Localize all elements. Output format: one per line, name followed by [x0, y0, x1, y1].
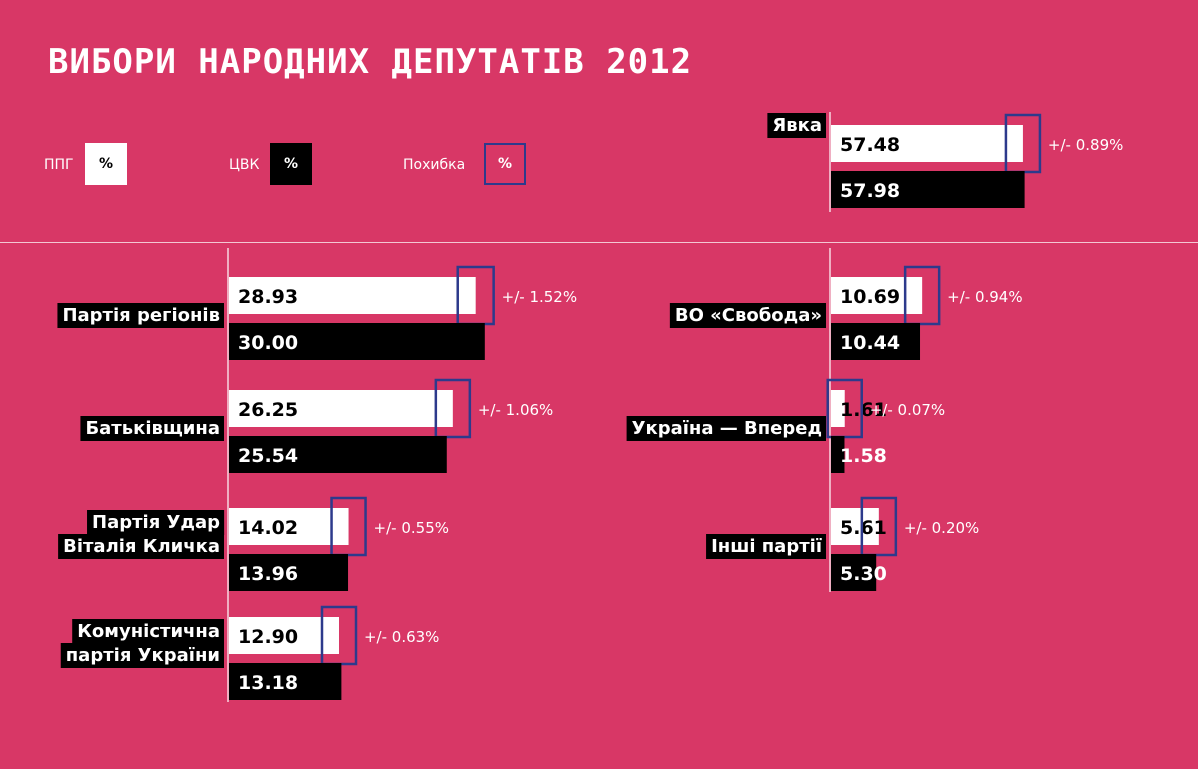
error-label-во-свобода: +/- 0.94% [947, 288, 1022, 306]
value-label-ppg-партія-удар-віталія-кличка: 14.02 [238, 517, 298, 539]
legend-label-error: Похибка [403, 157, 466, 173]
error-label-явка: +/- 0.89% [1048, 136, 1123, 154]
category-label-батьківщина: Батьківщина [85, 418, 220, 439]
category-label-bg-партія-удар-віталія-кличка-1 [87, 510, 225, 535]
error-label-комуністична-партія-україни: +/- 0.63% [364, 628, 439, 646]
category-label-комуністична-партія-україни-line-2: партія України [66, 645, 220, 666]
error-label-україна-вперед: +/- 0.07% [870, 401, 945, 419]
value-label-ppg-комуністична-партія-україни: 12.90 [238, 626, 298, 648]
category-label-комуністична-партія-україни-line-1: Комуністична [77, 621, 220, 642]
bar-cvk-партія-регіонів [229, 323, 485, 360]
legend-swatch-ppg: % [85, 143, 127, 185]
category-label-bg-батьківщина-1 [80, 416, 224, 441]
value-label-ppg-батьківщина: 26.25 [238, 399, 298, 421]
error-label-інші-партії: +/- 0.20% [904, 519, 979, 537]
error-box-во-свобода [903, 265, 941, 326]
category-label-bg-партія-удар-віталія-кличка-2 [58, 534, 224, 559]
value-label-ppg-україна-вперед: 1.61 [840, 399, 887, 421]
bar-cvk-комуністична-партія-україни [229, 663, 342, 700]
value-label-cvk-партія-регіонів: 30.00 [238, 332, 298, 354]
value-label-cvk-явка: 57.98 [840, 180, 900, 202]
error-box-інші-партії [860, 496, 898, 557]
category-label-bg-україна-вперед-1 [626, 416, 826, 441]
value-label-cvk-во-свобода: 10.44 [840, 332, 900, 354]
bar-ppg-батьківщина [229, 390, 453, 427]
bar-ppg-партія-удар-віталія-кличка [229, 508, 349, 545]
error-box-батьківщина [434, 378, 472, 439]
category-label-bg-інші-партії-1 [706, 534, 826, 559]
category-label-bg-во-свобода-1 [669, 303, 826, 328]
bar-ppg-інші-партії [831, 508, 879, 545]
bar-cvk-інші-партії [831, 554, 877, 591]
value-label-cvk-інші-партії: 5.30 [840, 563, 887, 585]
category-label-партія-удар-віталія-кличка-line-2: Віталія Кличка [63, 536, 220, 557]
legend-label-ppg: ППГ [44, 157, 74, 173]
value-label-ppg-явка: 57.48 [840, 134, 900, 156]
value-label-ppg-інші-партії: 5.61 [840, 517, 887, 539]
category-label-інші-партії: Інші партії [711, 536, 822, 557]
error-label-батьківщина: +/- 1.06% [478, 401, 553, 419]
value-label-cvk-україна-вперед: 1.58 [840, 445, 887, 467]
bar-ppg-партія-регіонів [229, 277, 476, 314]
value-label-ppg-партія-регіонів: 28.93 [238, 286, 298, 308]
category-label-партія-удар-віталія-кличка-line-1: Партія Удар [92, 512, 220, 533]
bar-cvk-явка [831, 171, 1025, 208]
chart-title: ВИБОРИ НАРОДНИХ ДЕПУТАТІВ 2012 [48, 42, 693, 82]
bar-ppg-україна-вперед [831, 390, 845, 427]
bar-cvk-україна-вперед [831, 436, 845, 473]
error-label-партія-регіонів: +/- 1.52% [502, 288, 577, 306]
category-label-україна-вперед: Україна — Вперед [632, 418, 822, 439]
bar-ppg-во-свобода [831, 277, 923, 314]
value-label-cvk-батьківщина: 25.54 [238, 445, 298, 467]
value-label-cvk-партія-удар-віталія-кличка: 13.96 [238, 563, 298, 585]
category-label-во-свобода: ВО «Свобода» [675, 305, 822, 326]
category-label-партія-регіонів: Партія регіонів [62, 305, 220, 326]
legend-swatch-cvk: % [270, 143, 312, 185]
value-label-ppg-во-свобода: 10.69 [840, 286, 900, 308]
bar-ppg-комуністична-партія-україни [229, 617, 339, 654]
bar-cvk-во-свобода [831, 323, 921, 360]
category-label-bg-комуністична-партія-україни-1 [72, 619, 224, 644]
legend-label-cvk: ЦВК [229, 157, 260, 173]
category-label-явка: Явка [772, 115, 822, 136]
bar-ppg-явка [831, 125, 1023, 162]
category-label-bg-комуністична-партія-україни-2 [60, 643, 224, 668]
legend-swatch-error: % [484, 143, 526, 185]
error-label-партія-удар-віталія-кличка: +/- 0.55% [374, 519, 449, 537]
bar-cvk-партія-удар-віталія-кличка [229, 554, 349, 591]
section-divider [0, 242, 1198, 243]
category-label-bg-явка-1 [767, 113, 826, 138]
value-label-cvk-комуністична-партія-україни: 13.18 [238, 672, 298, 694]
error-box-партія-удар-віталія-кличка [330, 496, 367, 557]
bar-cvk-батьківщина [229, 436, 447, 473]
category-label-bg-партія-регіонів-1 [57, 303, 224, 328]
error-box-україна-вперед [826, 378, 863, 439]
